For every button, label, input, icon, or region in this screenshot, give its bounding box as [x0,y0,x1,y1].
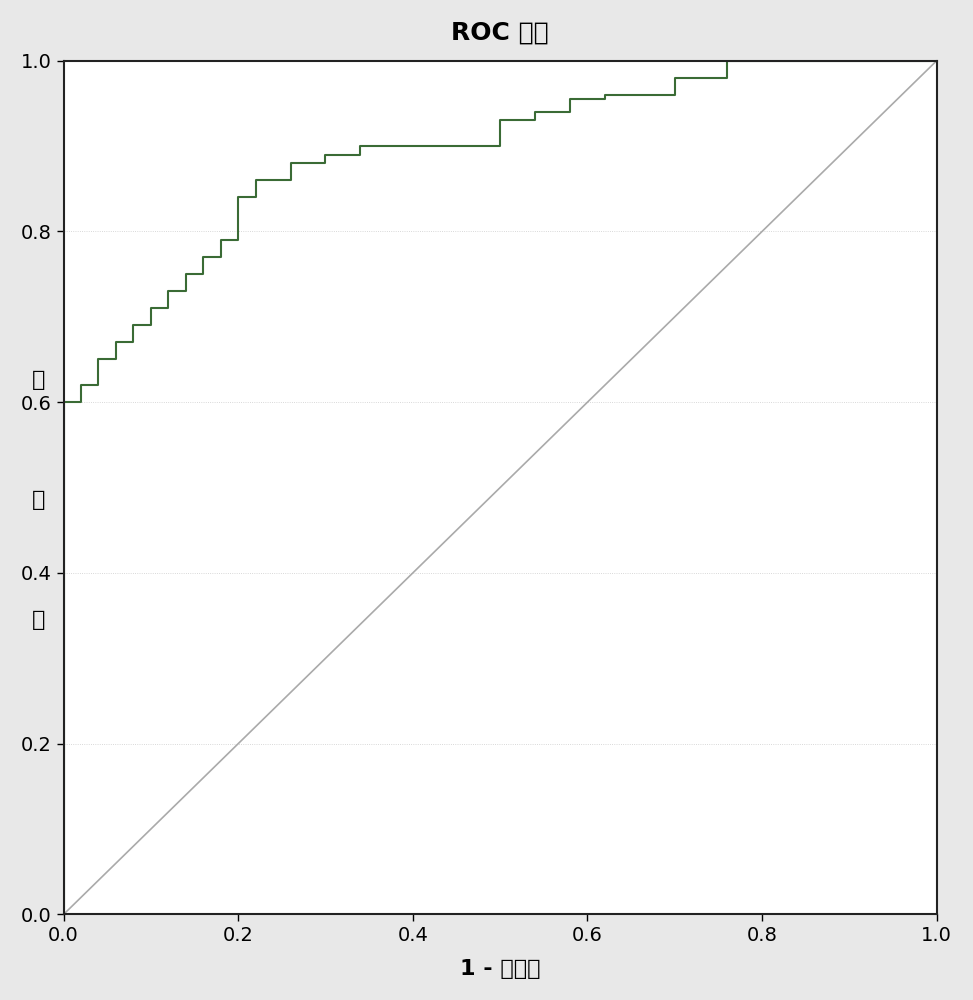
Title: ROC 曲线: ROC 曲线 [451,21,549,45]
Text: 敏: 敏 [32,370,46,390]
X-axis label: 1 - 特异性: 1 - 特异性 [460,959,540,979]
Text: 度: 度 [32,610,46,630]
Text: 感: 感 [32,490,46,510]
